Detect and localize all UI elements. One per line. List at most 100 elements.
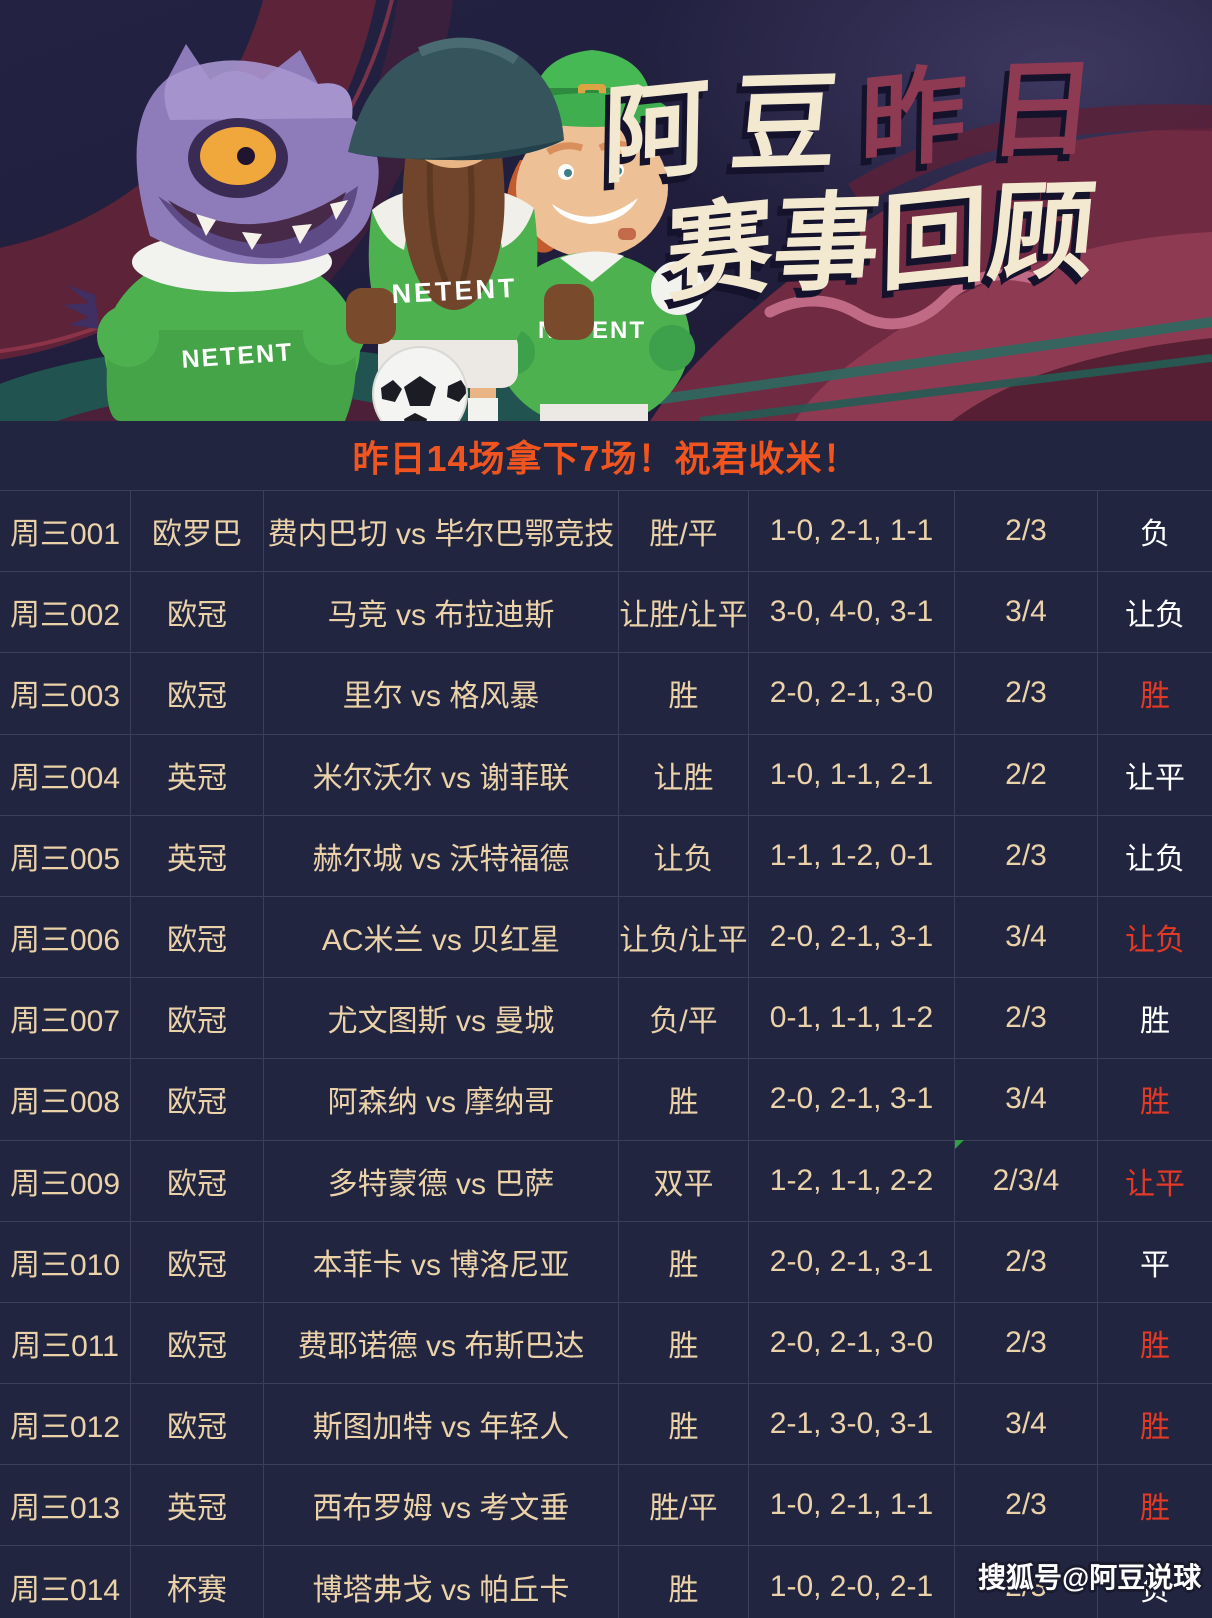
match-id-cell: 周三005 (9, 842, 121, 876)
teams-cell: 本菲卡 vs 博洛尼亚 (263, 1221, 618, 1302)
banner-title: 阿 豆 昨 日 赛 事 回 顾 (582, 50, 1101, 316)
match-id-cell: 周三012 (9, 1411, 121, 1445)
table-row: 周三012 欧冠 斯图加特 vs 年轻人胜 2-1, 3-0, 3-1 3/4 胜 (0, 1384, 1212, 1466)
monster-spikes (63, 285, 99, 329)
odds-cell: 2/2 (954, 734, 1097, 815)
predicted-scores-cell: 2-0, 2-1, 3-1 (748, 896, 954, 978)
green-corner-marker (955, 1140, 964, 1149)
league-cell: 欧冠 (130, 978, 263, 1059)
teams-cell: 博塔弗戈 vs 帕丘卡 (263, 1546, 618, 1618)
result-cell: 让平 (1097, 1140, 1212, 1221)
teams-cell: 西布罗姆 vs 考文垂 (263, 1465, 618, 1546)
table-row: 周三011 欧冠 费耶诺德 vs 布斯巴达胜 2-0, 2-1, 3-0 2/3 胜 (0, 1302, 1212, 1385)
league-cell: 英冠 (130, 815, 263, 896)
title-char: 赛 (664, 187, 774, 317)
predicted-scores-cell: 1-2, 1-1, 2-2 (748, 1140, 954, 1221)
table-row: 周三008 欧冠 阿森纳 vs 摩纳哥胜 2-0, 2-1, 3-1 3/4 胜 (0, 1059, 1212, 1141)
teams-cell: 米尔沃尔 vs 谢菲联 (263, 734, 618, 815)
match-id-cell: 周三008 (9, 1086, 121, 1120)
predicted-scores-cell: 1-0, 2-0, 2-1 (748, 1546, 954, 1618)
subtitle-text: 昨日14场拿下7场！祝君收米！ (352, 437, 860, 479)
table-row: 周三003 欧冠 里尔 vs 格风暴胜 2-0, 2-1, 3-0 2/3 胜 (0, 653, 1212, 735)
table-row: 周三014 杯赛 博塔弗戈 vs 帕丘卡胜 1-0, 2-0, 2-1 2/3 负 (0, 1546, 1212, 1618)
result-cell: 让负 (1097, 815, 1212, 896)
title-char-accent: 昨 (858, 54, 968, 184)
fisherman-glove-left (346, 288, 396, 344)
result-cell: 让负 (1097, 572, 1212, 653)
predicted-scores-cell: 1-0, 1-1, 2-1 (748, 734, 954, 815)
football (372, 346, 468, 421)
teams-cell: 赫尔城 vs 沃特福德 (263, 815, 618, 896)
league-cell: 欧冠 (130, 896, 263, 978)
predicted-scores-cell: 2-0, 2-1, 3-1 (748, 1059, 954, 1140)
result-cell: 胜 (1097, 1465, 1212, 1546)
match-id-cell: 周三001 (9, 518, 121, 552)
predicted-scores-cell: 2-0, 2-1, 3-1 (748, 1221, 954, 1302)
pick-cell: 胜 (618, 653, 748, 734)
table-row: 周三010 欧冠 本菲卡 vs 博洛尼亚胜 2-0, 2-1, 3-1 2/3 平 (0, 1221, 1212, 1303)
leprechaun-smile (552, 198, 638, 224)
title-char: 豆 (725, 63, 844, 185)
result-cell: 平 (1097, 1221, 1212, 1302)
predicted-scores-cell: 1-0, 2-1, 1-1 (748, 491, 954, 572)
teams-cell: 马竞 vs 布拉迪斯 (263, 572, 618, 653)
table-row: 周三002 欧冠 马竞 vs 布拉迪斯 让胜/让平 3-0, 4-0, 3-1 3/4 让负 (0, 572, 1212, 654)
odds-cell: 3/4 (954, 1059, 1097, 1140)
teams-cell: 费内巴切 vs 毕尔巴鄂竞技 (263, 491, 618, 572)
predicted-scores-cell: 3-0, 4-0, 3-1 (748, 572, 954, 653)
watermark: 搜狐号@阿豆说球 (978, 1562, 1202, 1593)
teams-cell: 尤文图斯 vs 曼城 (263, 978, 618, 1059)
pick-cell: 胜 (618, 1059, 748, 1140)
league-cell: 英冠 (130, 1465, 263, 1546)
pick-cell: 双平 (618, 1140, 748, 1221)
banner-title-line1: 阿 豆 昨 日 (577, 50, 1101, 197)
teams-cell: 阿森纳 vs 摩纳哥 (263, 1059, 618, 1140)
teams-cell: 斯图加特 vs 年轻人 (263, 1384, 618, 1465)
pink-ribbon (764, 269, 1038, 330)
result-cell: 胜 (1097, 1302, 1212, 1384)
league-cell: 欧冠 (130, 1302, 263, 1384)
league-cell: 英冠 (130, 734, 263, 815)
predicted-scores-cell: 1-0, 2-1, 1-1 (748, 1465, 954, 1546)
match-id-cell: 周三003 (9, 680, 121, 714)
results-table: 周三001 欧罗巴 费内巴切 vs 毕尔巴鄂竞技 胜/平 1-0, 2-1, 1-1 2/… (0, 490, 1212, 1618)
pick-cell: 胜 (618, 1384, 748, 1465)
odds-cell: 3/4 (954, 896, 1097, 978)
monster-mascot: NETENT (63, 44, 379, 421)
table-row: 周三001 欧罗巴 费内巴切 vs 毕尔巴鄂竞技 胜/平 1-0, 2-1, 1-1 2/… (0, 491, 1212, 573)
pick-cell: 让负/让平 (618, 896, 748, 978)
title-char: 事 (767, 183, 886, 305)
teams-cell: 里尔 vs 格风暴 (263, 653, 618, 734)
match-id-cell: 周三002 (9, 599, 121, 633)
banner-artwork: NETENT (0, 0, 1212, 421)
table-row: 周三009 欧冠 多特蒙德 vs 巴萨 双平 1-2, 1-1, 2-2 2/3/4 让平 (0, 1140, 1212, 1222)
title-char-accent: 日 (983, 50, 1101, 171)
title-char: 顾 (982, 172, 1101, 294)
teal-streak-2 (699, 354, 1212, 421)
predicted-scores-cell: 2-0, 2-1, 3-0 (748, 1302, 954, 1384)
maroon-waves (455, 104, 1212, 421)
result-cell: 让负 (1097, 896, 1212, 978)
teal-streak-1 (639, 317, 1212, 407)
pick-cell: 让胜/让平 (618, 572, 748, 653)
match-id-cell: 周三004 (9, 761, 121, 795)
league-cell: 欧冠 (130, 1140, 263, 1221)
predicted-scores-cell: 2-0, 2-1, 3-0 (748, 653, 954, 734)
leprechaun-glove-right (649, 325, 695, 371)
pick-cell: 让胜 (618, 734, 748, 815)
result-cell: 胜 (1097, 1059, 1212, 1140)
pick-cell: 负/平 (618, 978, 748, 1059)
odds-cell: 3/4 (954, 572, 1097, 653)
match-id-cell: 周三013 (9, 1492, 121, 1526)
result-cell: 胜 (1097, 653, 1212, 734)
odds-cell: 2/3 (954, 1546, 1097, 1618)
odds-cell: 2/3 (954, 491, 1097, 572)
title-char: 回 (879, 176, 989, 305)
predicted-scores-cell: 1-1, 1-2, 0-1 (748, 815, 954, 896)
league-cell: 欧冠 (130, 1059, 263, 1140)
result-cell: 负 (1097, 491, 1212, 572)
league-cell: 欧冠 (130, 572, 263, 653)
league-cell: 欧罗巴 (130, 491, 263, 572)
result-cell: 让平 (1097, 734, 1212, 815)
